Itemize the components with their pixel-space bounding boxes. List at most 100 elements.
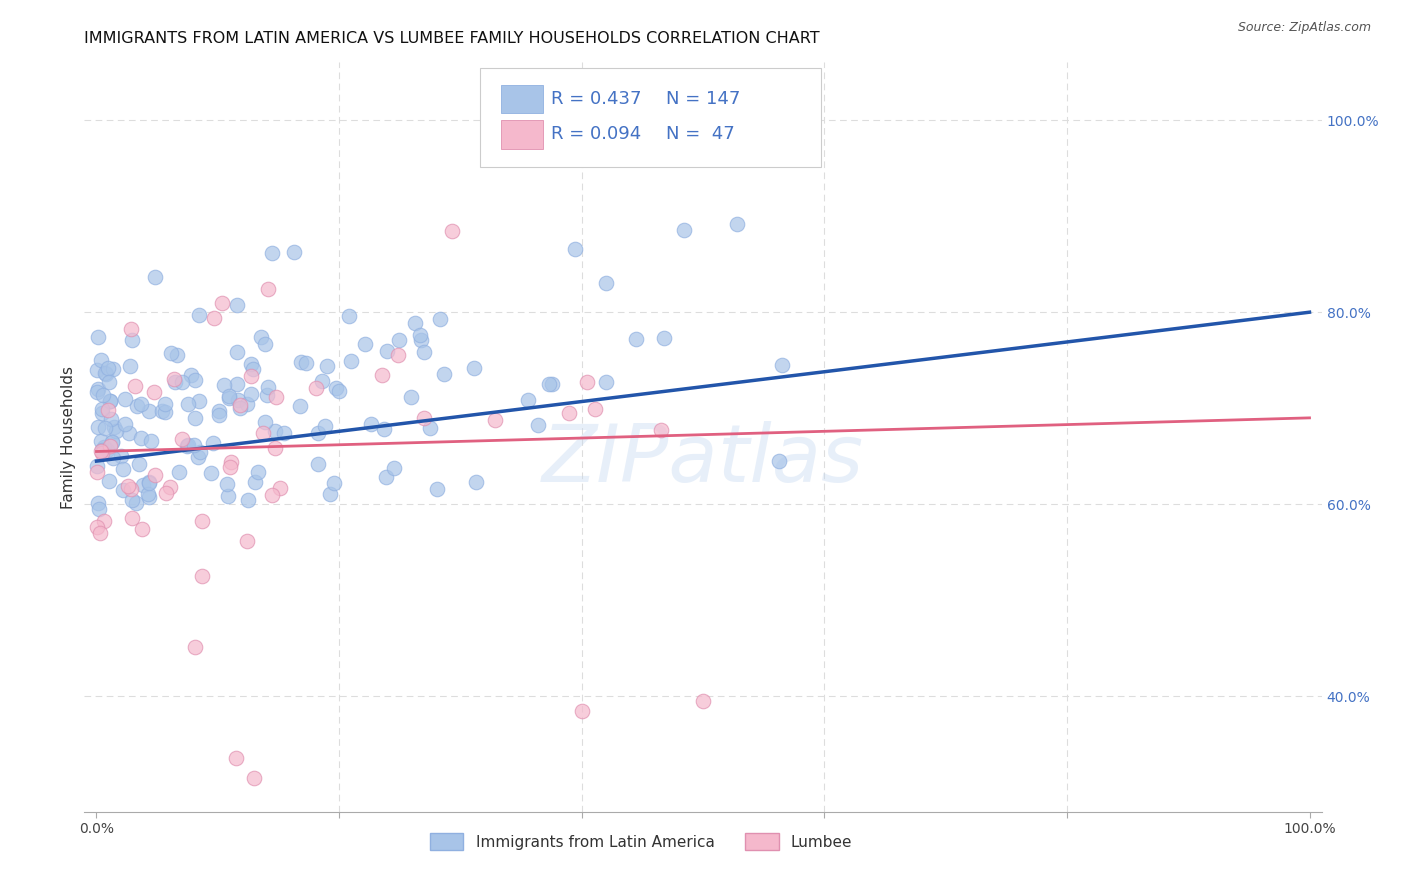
Point xyxy=(124,378,146,392)
Point xyxy=(228,393,250,408)
Point xyxy=(257,380,280,394)
Point xyxy=(91,443,114,458)
Point xyxy=(373,422,395,436)
Point xyxy=(404,316,426,330)
Point xyxy=(184,411,207,425)
Point xyxy=(225,376,247,391)
Point xyxy=(245,475,267,490)
Point xyxy=(138,475,160,490)
FancyBboxPatch shape xyxy=(502,120,543,149)
Point xyxy=(136,486,159,500)
Point xyxy=(217,489,239,503)
Point xyxy=(354,336,377,351)
Point xyxy=(218,389,240,403)
Point xyxy=(121,511,143,525)
Point xyxy=(307,425,329,440)
Point xyxy=(190,568,212,582)
Point xyxy=(118,426,141,441)
Point xyxy=(409,333,432,347)
Point xyxy=(650,423,672,437)
Point xyxy=(305,381,328,395)
Point xyxy=(170,432,193,446)
Point xyxy=(253,337,276,351)
Point xyxy=(419,421,441,435)
Point xyxy=(139,434,162,448)
Point xyxy=(90,443,112,458)
Point xyxy=(91,446,114,460)
Point xyxy=(190,445,212,459)
Point xyxy=(153,397,176,411)
Point xyxy=(112,483,135,497)
Point xyxy=(101,434,124,449)
Point xyxy=(89,525,111,540)
Point xyxy=(725,218,748,232)
Point xyxy=(571,704,593,718)
Point xyxy=(654,331,676,345)
Point xyxy=(86,458,108,473)
Point xyxy=(114,417,136,432)
Point xyxy=(264,441,287,455)
Point xyxy=(200,467,222,481)
Point xyxy=(177,397,200,411)
Point xyxy=(247,465,270,479)
Point xyxy=(228,398,250,412)
Point xyxy=(183,437,205,451)
Point xyxy=(163,372,186,386)
Point xyxy=(143,467,166,482)
Point xyxy=(238,493,260,508)
Point xyxy=(128,458,150,472)
Point xyxy=(266,391,288,405)
Point xyxy=(187,450,209,464)
Point xyxy=(322,476,344,491)
Point xyxy=(97,361,120,376)
Text: ZIPatlas: ZIPatlas xyxy=(541,420,865,499)
Point xyxy=(288,399,311,413)
Point xyxy=(97,402,120,417)
Point xyxy=(218,391,240,405)
Point xyxy=(86,384,108,399)
Point xyxy=(114,392,136,407)
Point xyxy=(595,375,617,389)
Point xyxy=(87,495,110,509)
Point xyxy=(250,330,273,344)
Point xyxy=(150,404,173,418)
Point xyxy=(138,490,160,504)
Point xyxy=(90,353,112,368)
Point xyxy=(103,420,125,434)
Point xyxy=(129,397,152,411)
Point xyxy=(262,488,284,502)
Point xyxy=(426,482,449,496)
Point xyxy=(540,377,562,392)
Point xyxy=(433,368,456,382)
Point xyxy=(160,346,183,360)
Point xyxy=(239,357,262,371)
Point xyxy=(256,388,278,402)
Point xyxy=(184,373,207,387)
Point xyxy=(273,425,295,440)
Point xyxy=(138,404,160,418)
Point xyxy=(98,394,121,409)
Point xyxy=(256,282,278,296)
Point xyxy=(219,455,242,469)
Point xyxy=(208,408,231,422)
Point xyxy=(212,377,235,392)
Point xyxy=(319,487,342,501)
Point xyxy=(409,328,432,343)
Point xyxy=(576,375,599,389)
Point xyxy=(101,362,124,376)
Point xyxy=(138,475,160,490)
Point xyxy=(253,415,276,429)
Point xyxy=(91,388,114,402)
Point xyxy=(191,515,214,529)
Point xyxy=(94,366,117,380)
Point xyxy=(558,406,581,420)
Text: R = 0.437: R = 0.437 xyxy=(551,90,641,108)
Point xyxy=(120,482,142,496)
Point xyxy=(236,397,259,411)
Point xyxy=(463,360,485,375)
Point xyxy=(240,387,263,401)
Point xyxy=(307,458,329,472)
Point xyxy=(243,771,266,785)
Point xyxy=(328,384,350,399)
Point xyxy=(104,424,127,438)
